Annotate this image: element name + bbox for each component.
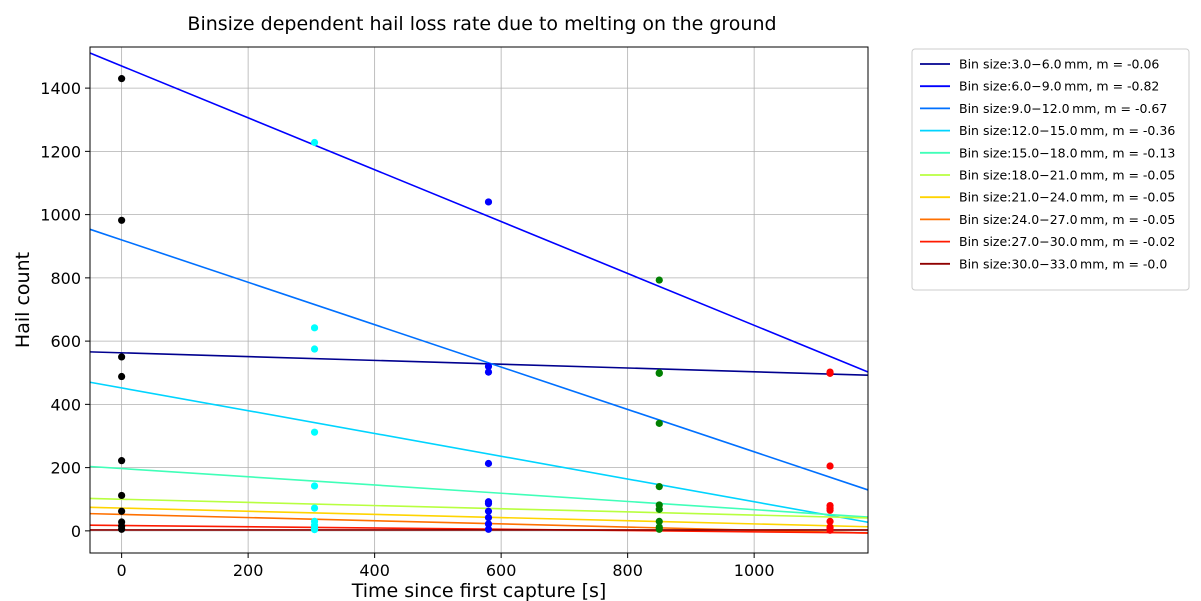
legend-entry: Bin size:15.0−18.0 mm, m = -0.13: [959, 145, 1175, 160]
data-point: [310, 138, 319, 147]
data-point: [484, 525, 493, 533]
y-ticks: 0 200 400 600 800 1000 1200 1400: [40, 79, 90, 541]
data-point: [118, 457, 126, 465]
legend-entry: Bin size:9.0−12.0 mm, m = -0.67: [959, 101, 1167, 116]
fit-line: [89, 381, 869, 524]
fit-line: [89, 465, 869, 518]
plot-frame: [89, 46, 869, 554]
data-point: [655, 369, 663, 377]
legend-entry: Bin size:21.0−24.0 mm, m = -0.05: [959, 190, 1175, 205]
data-point: [118, 353, 126, 361]
x-axis-label: Time since first capture [s]: [351, 580, 607, 601]
legend-entry: Bin size:24.0−27.0 mm, m = -0.05: [959, 212, 1175, 227]
data-point: [310, 324, 319, 332]
data-point: [118, 216, 126, 224]
data-point: [826, 462, 834, 470]
y-tick-label: 800: [50, 269, 81, 288]
data-point: [484, 362, 493, 371]
fit-lines: [89, 52, 869, 534]
legend-entry: Bin size:18.0−21.0 mm, m = -0.05: [959, 168, 1175, 183]
data-point: [310, 345, 319, 353]
legend-entry: Bin size:3.0−6.0 mm, m = -0.06: [959, 57, 1159, 72]
x-tick-label: 0: [117, 561, 127, 580]
data-point: [118, 491, 126, 500]
legend-entry: Bin size:30.0−33.0 mm, m = -0.0: [959, 256, 1167, 271]
fit-line: [89, 351, 869, 377]
data-point: [484, 500, 493, 508]
data-point: [310, 428, 319, 436]
x-tick-label: 800: [612, 561, 643, 580]
legend-box: [911, 48, 1190, 291]
data-point: [826, 506, 834, 514]
data-point: [826, 517, 834, 525]
data-point: [310, 525, 319, 534]
legend-entry: Bin size:6.0−9.0 mm, m = -0.82: [959, 79, 1159, 94]
fit-line: [89, 506, 869, 528]
fit-line: [89, 228, 869, 491]
y-tick-label: 1200: [40, 142, 81, 161]
data-point: [310, 482, 319, 490]
data-point: [118, 507, 126, 515]
data-point: [484, 198, 493, 206]
data-point: [310, 504, 319, 512]
data-point: [484, 520, 493, 528]
data-point: [655, 419, 663, 427]
data-point: [118, 75, 126, 83]
fit-line: [89, 524, 869, 534]
y-tick-label: 400: [50, 395, 81, 414]
data-point: [655, 525, 663, 533]
data-point: [655, 276, 663, 284]
y-tick-label: 1400: [40, 79, 81, 98]
data-point: [118, 372, 126, 381]
x-ticks: 0 200 400 600 800 1000: [117, 553, 775, 580]
x-tick-label: 400: [359, 561, 390, 580]
x-tick-label: 200: [233, 561, 264, 580]
x-tick-label: 600: [486, 561, 517, 580]
y-axis-label: Hail count: [12, 252, 34, 348]
data-point: [655, 505, 663, 513]
x-tick-label: 1000: [734, 561, 775, 580]
fit-line: [89, 497, 869, 519]
data-point: [655, 517, 663, 525]
chart-title: Binsize dependent hail loss rate due to …: [187, 13, 776, 35]
data-point: [655, 482, 663, 491]
data-point: [484, 368, 493, 376]
grid: [90, 47, 868, 553]
data-point: [484, 513, 493, 522]
legend-entry: Bin size:27.0−30.0 mm, m = -0.02: [959, 234, 1175, 249]
y-tick-label: 200: [50, 459, 81, 478]
legend: Bin size:3.0−6.0 mm, m = -0.06 Bin size:6…: [911, 48, 1190, 291]
y-tick-label: 0: [71, 522, 81, 541]
y-tick-label: 1000: [40, 206, 81, 225]
y-tick-label: 600: [50, 332, 81, 351]
data-points: [118, 75, 834, 534]
data-point: [118, 525, 126, 533]
data-point: [484, 507, 493, 515]
data-point: [484, 459, 493, 468]
data-point: [826, 369, 834, 377]
fit-line: [89, 52, 869, 373]
data-point: [826, 526, 834, 534]
legend-entry: Bin size:12.0−15.0 mm, m = -0.36: [959, 123, 1175, 138]
